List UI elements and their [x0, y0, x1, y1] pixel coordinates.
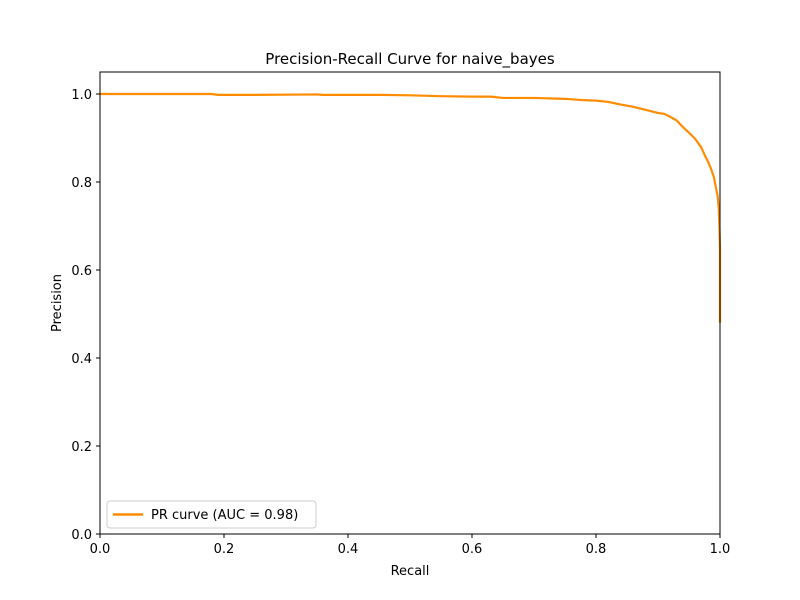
x-axis-label: Recall: [391, 564, 430, 579]
y-tick-label: 0.8: [71, 176, 92, 191]
x-axis-ticks: 0.0 0.2 0.4 0.6 0.8 1.0: [90, 534, 731, 557]
legend: PR curve (AUC = 0.98): [106, 500, 317, 529]
y-axis-label: Precision: [50, 274, 65, 332]
y-tick-label: 0.4: [71, 352, 92, 367]
x-tick-label: 1.0: [710, 542, 731, 557]
legend-box: [106, 500, 317, 529]
x-tick-label: 0.4: [338, 542, 359, 557]
pr-curve-line: [100, 92, 722, 323]
chart-title: Precision-Recall Curve for naive_bayes: [265, 50, 555, 69]
y-tick-label: 0.2: [71, 440, 92, 455]
y-tick-label: 1.0: [71, 88, 92, 103]
y-tick-label: 0.6: [71, 264, 92, 279]
y-axis-ticks: 0.0 0.2 0.4 0.6 0.8 1.0: [71, 88, 100, 543]
x-tick-label: 0.8: [586, 542, 607, 557]
legend-label: PR curve (AUC = 0.98): [151, 508, 298, 523]
y-tick-label: 0.0: [71, 528, 92, 543]
x-tick-label: 0.6: [462, 542, 483, 557]
curve-layer: [100, 92, 722, 323]
x-tick-label: 0.0: [90, 542, 111, 557]
plot-frame: [99, 71, 721, 535]
x-tick-label: 0.2: [214, 542, 235, 557]
